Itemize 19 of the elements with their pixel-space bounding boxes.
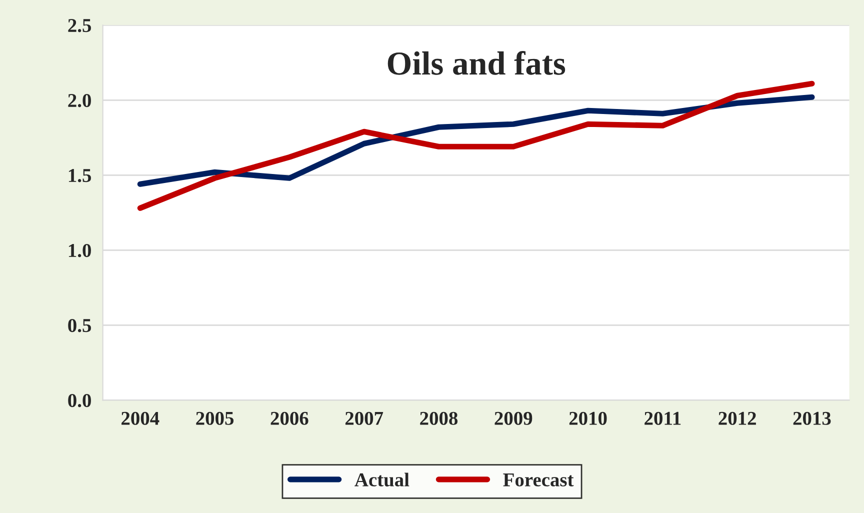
x-tick-label: 2008 [420,412,458,425]
y-tick-label: 0.0 [68,394,91,408]
y-tick-label: 2.0 [68,94,91,108]
x-tick-label: 2009 [494,412,532,425]
text: Oils and fats [388,51,566,75]
y-tick-label: 2.5 [68,19,91,32]
y-tick-label: 0.5 [68,318,91,332]
legend-label: Forecast [503,473,574,486]
x-tick-label: 2011 [644,412,681,425]
x-tick-label: 2004 [122,412,160,425]
y-tick-label: 1.0 [68,244,91,258]
x-tick-label: 2012 [718,412,756,425]
x-tick-label: 2007 [345,412,384,425]
x-tick-label: 2006 [270,412,308,425]
x-tick-label: 2010 [569,412,607,425]
x-tick-label: 2013 [793,412,831,425]
x-tick-label: 2005 [196,412,234,425]
y-tick-label: 1.5 [68,169,91,182]
legend-label: Actual [354,472,410,486]
